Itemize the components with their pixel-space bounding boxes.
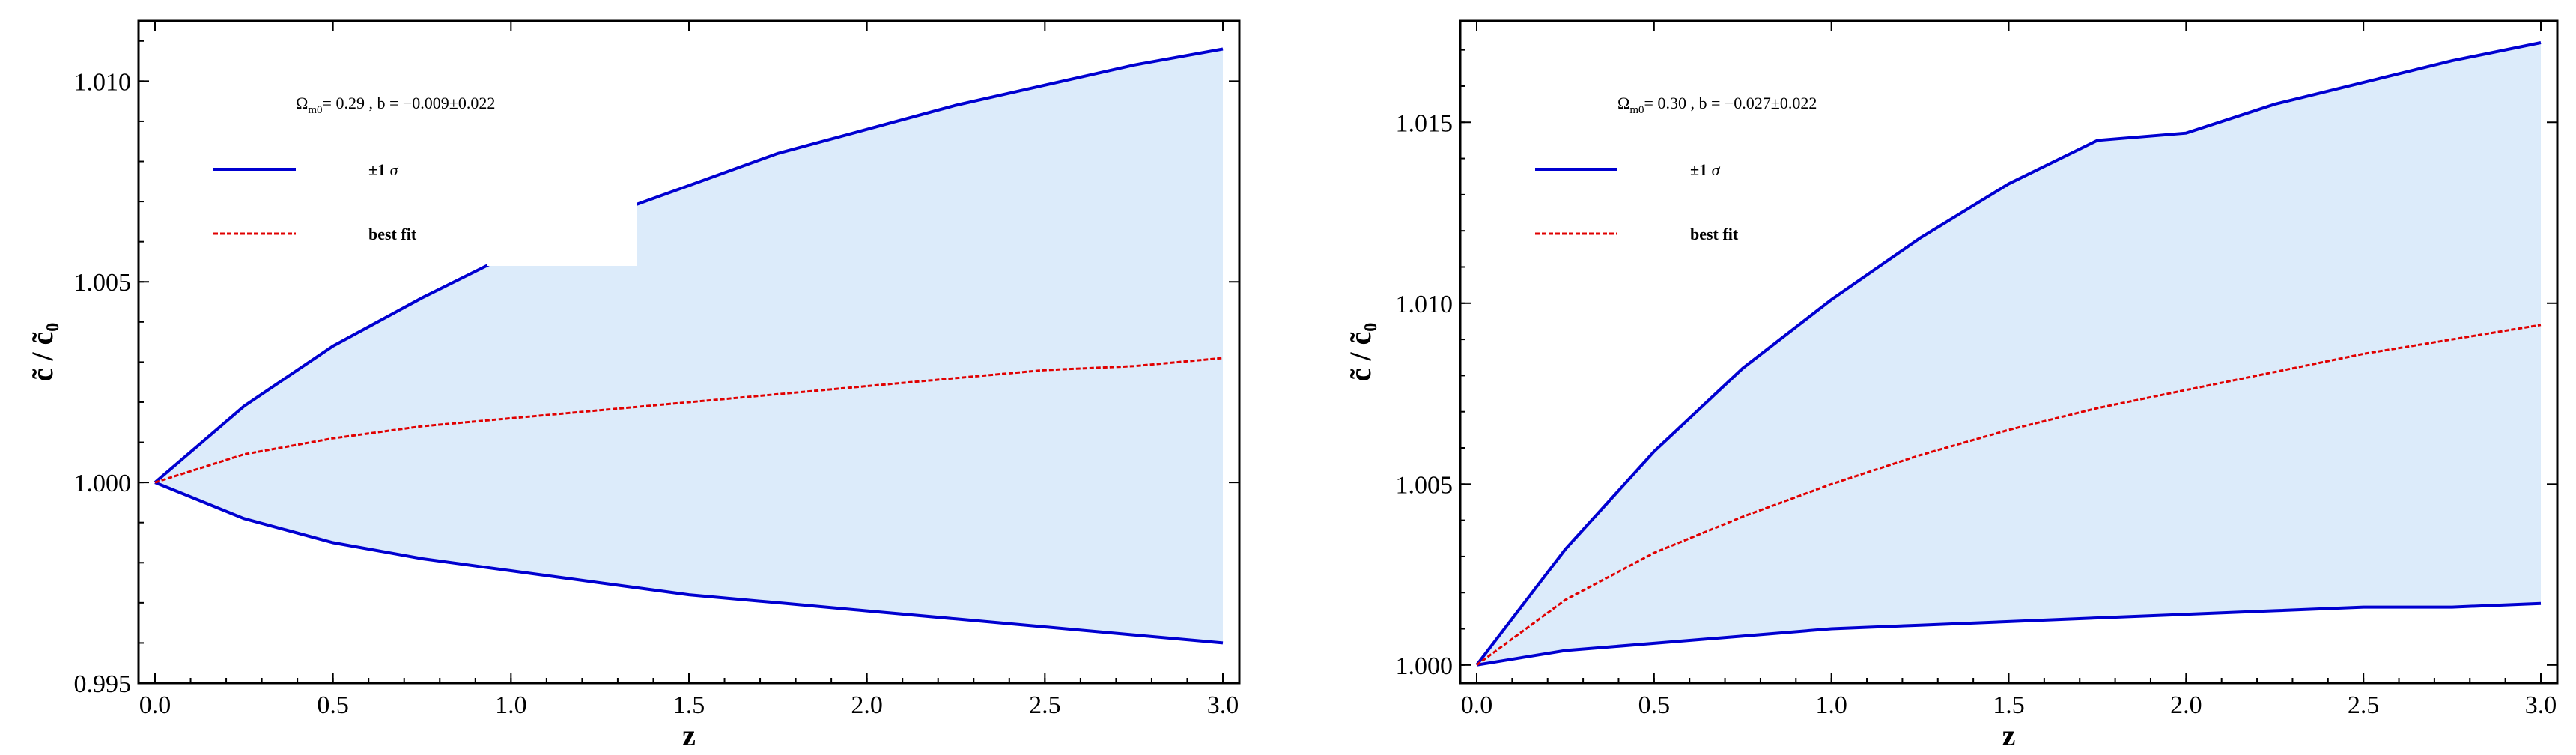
annotation-omega: Ω — [1617, 94, 1629, 112]
y-tick-label: 1.000 — [1396, 652, 1453, 680]
y-tick-label: 1.010 — [1396, 291, 1453, 318]
annotation-subscript: m0 — [308, 104, 322, 116]
fit-annotation: Ωm0= 0.29 , b = −0.009±0.022 — [296, 94, 495, 116]
x-tick-label: 2.0 — [2170, 691, 2202, 719]
y-tick-label: 1.000 — [74, 470, 132, 497]
legend-label-text: best fit — [368, 225, 417, 243]
x-tick-label: 3.0 — [2525, 691, 2557, 719]
x-tick-label: 0.0 — [1461, 691, 1493, 719]
upper-sigma-line — [1475, 41, 2542, 667]
x-tick-label: 0.5 — [317, 691, 349, 719]
legend-label: ±1 σ — [1690, 160, 1721, 179]
y-tick-label: 1.005 — [1396, 471, 1453, 499]
x-tick-label: 1.5 — [1993, 691, 2025, 719]
x-tick-label: 1.0 — [495, 691, 527, 719]
annotation-subscript: m0 — [1629, 104, 1644, 116]
annotation-text: = 0.29 , b = −0.009±0.022 — [323, 94, 496, 112]
x-tick-label: 1.5 — [673, 691, 705, 719]
y-axis-title: c̃ / c̃₀ — [1343, 323, 1377, 382]
x-axis-title: z — [682, 718, 696, 752]
best-fit-line — [154, 357, 1224, 484]
legend-label: ±1 σ — [368, 160, 399, 179]
lower-sigma-line — [154, 481, 1224, 645]
x-tick-label: 1.0 — [1815, 691, 1847, 719]
sigma-band — [1477, 43, 2541, 665]
best-fit-line — [1476, 324, 2542, 667]
lower-sigma-line — [1476, 601, 2542, 667]
x-tick-label: 2.5 — [1029, 691, 1061, 719]
legend-label: best fit — [1690, 225, 1739, 243]
x-tick-label: 2.5 — [2348, 691, 2380, 719]
fit-annotation: Ωm0= 0.30 , b = −0.027±0.022 — [1617, 94, 1817, 116]
legend-label-text: ±1 — [368, 160, 390, 179]
legend-label-symbol: σ — [1712, 160, 1721, 179]
x-tick-label: 0.0 — [139, 691, 171, 719]
legend-label-text: ±1 — [1690, 160, 1712, 179]
legend-label-text: best fit — [1690, 225, 1739, 243]
left-panel: 0.0 0.5 1.0 1.5 2.0 2.5 3.0 0.995 1.000 1.005 1.01… — [25, 19, 1241, 752]
legend-label: best fit — [368, 225, 417, 243]
legend-label-symbol: σ — [390, 160, 399, 179]
y-tick-label: 0.995 — [74, 670, 132, 698]
x-tick-label: 0.5 — [1638, 691, 1671, 719]
y-tick-label: 1.015 — [1396, 109, 1453, 137]
right-panel: 0.0 0.5 1.0 1.5 2.0 2.5 3.0 1.000 1.005 1.010 1.01… — [1343, 19, 2559, 752]
legend-background — [487, 172, 637, 266]
y-tick-label: 1.010 — [74, 68, 132, 96]
upper-sigma-line — [154, 47, 1224, 484]
sigma-band — [155, 49, 1223, 643]
x-tick-label: 3.0 — [1207, 691, 1239, 719]
x-tick-label: 2.0 — [851, 691, 883, 719]
y-axis-title: c̃ / c̃₀ — [25, 323, 59, 382]
annotation-text: = 0.30 , b = −0.027±0.022 — [1644, 94, 1817, 112]
annotation-omega: Ω — [296, 94, 308, 112]
y-tick-label: 1.005 — [74, 269, 132, 297]
x-axis-title: z — [2002, 718, 2016, 752]
